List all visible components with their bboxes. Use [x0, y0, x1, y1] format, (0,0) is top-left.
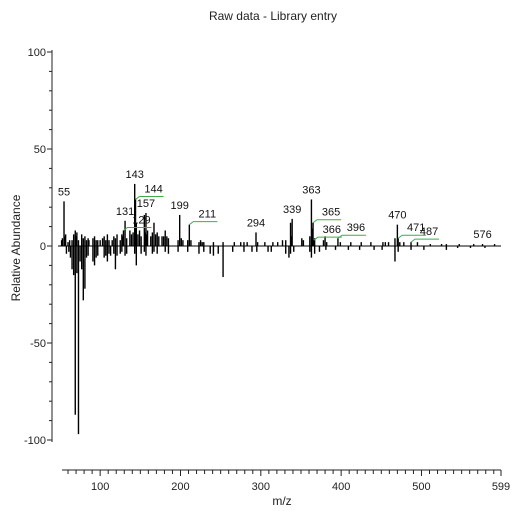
y-axis-label: Relative Abundance: [9, 194, 23, 301]
leader-line: [123, 226, 152, 231]
peak-label: 363: [302, 184, 320, 196]
peak-label: 396: [347, 222, 365, 234]
x-tick-label: 500: [412, 481, 430, 493]
y-tick-label: -50: [30, 338, 46, 350]
spectrum-bars: [60, 183, 496, 435]
peak-label: 157: [137, 198, 155, 210]
peak-label: 294: [247, 217, 265, 229]
x-tick-label: 100: [91, 481, 109, 493]
peak-label: 366: [323, 224, 341, 236]
leader-line: [410, 238, 440, 243]
peak-label: 199: [171, 200, 189, 212]
leader-line: [135, 195, 164, 200]
peak-label: 471: [407, 222, 425, 234]
leader-lines: [123, 195, 440, 243]
leader-line: [337, 234, 366, 239]
x-axis-label: m/z: [272, 494, 291, 508]
peak-label: 339: [283, 204, 301, 216]
leader-line: [397, 234, 427, 239]
peak-label: 143: [126, 169, 144, 181]
peak-label: 55: [58, 186, 70, 198]
leader-line: [312, 219, 342, 224]
peak-label: 487: [420, 226, 438, 238]
leader-line: [189, 221, 218, 226]
x-tick-label: 300: [252, 481, 270, 493]
chart-title: Raw data - Library entry: [209, 9, 337, 23]
y-tick-label: 100: [28, 47, 46, 59]
peak-label: 470: [388, 210, 406, 222]
peak-label: 211: [199, 209, 217, 221]
x-tick-label: 599: [492, 481, 510, 493]
y-tick-label: 50: [34, 144, 46, 156]
peak-label: 144: [144, 183, 162, 195]
y-tick-label: 0: [40, 241, 46, 253]
leader-line: [313, 236, 342, 241]
x-tick-label: 200: [171, 481, 189, 493]
y-tick-label: -100: [24, 435, 46, 447]
x-tick-label: 400: [332, 481, 350, 493]
peak-label: 131: [116, 206, 134, 218]
peak-label: 129: [132, 214, 150, 226]
peak-label: 576: [473, 229, 491, 241]
peak-label: 365: [322, 207, 340, 219]
